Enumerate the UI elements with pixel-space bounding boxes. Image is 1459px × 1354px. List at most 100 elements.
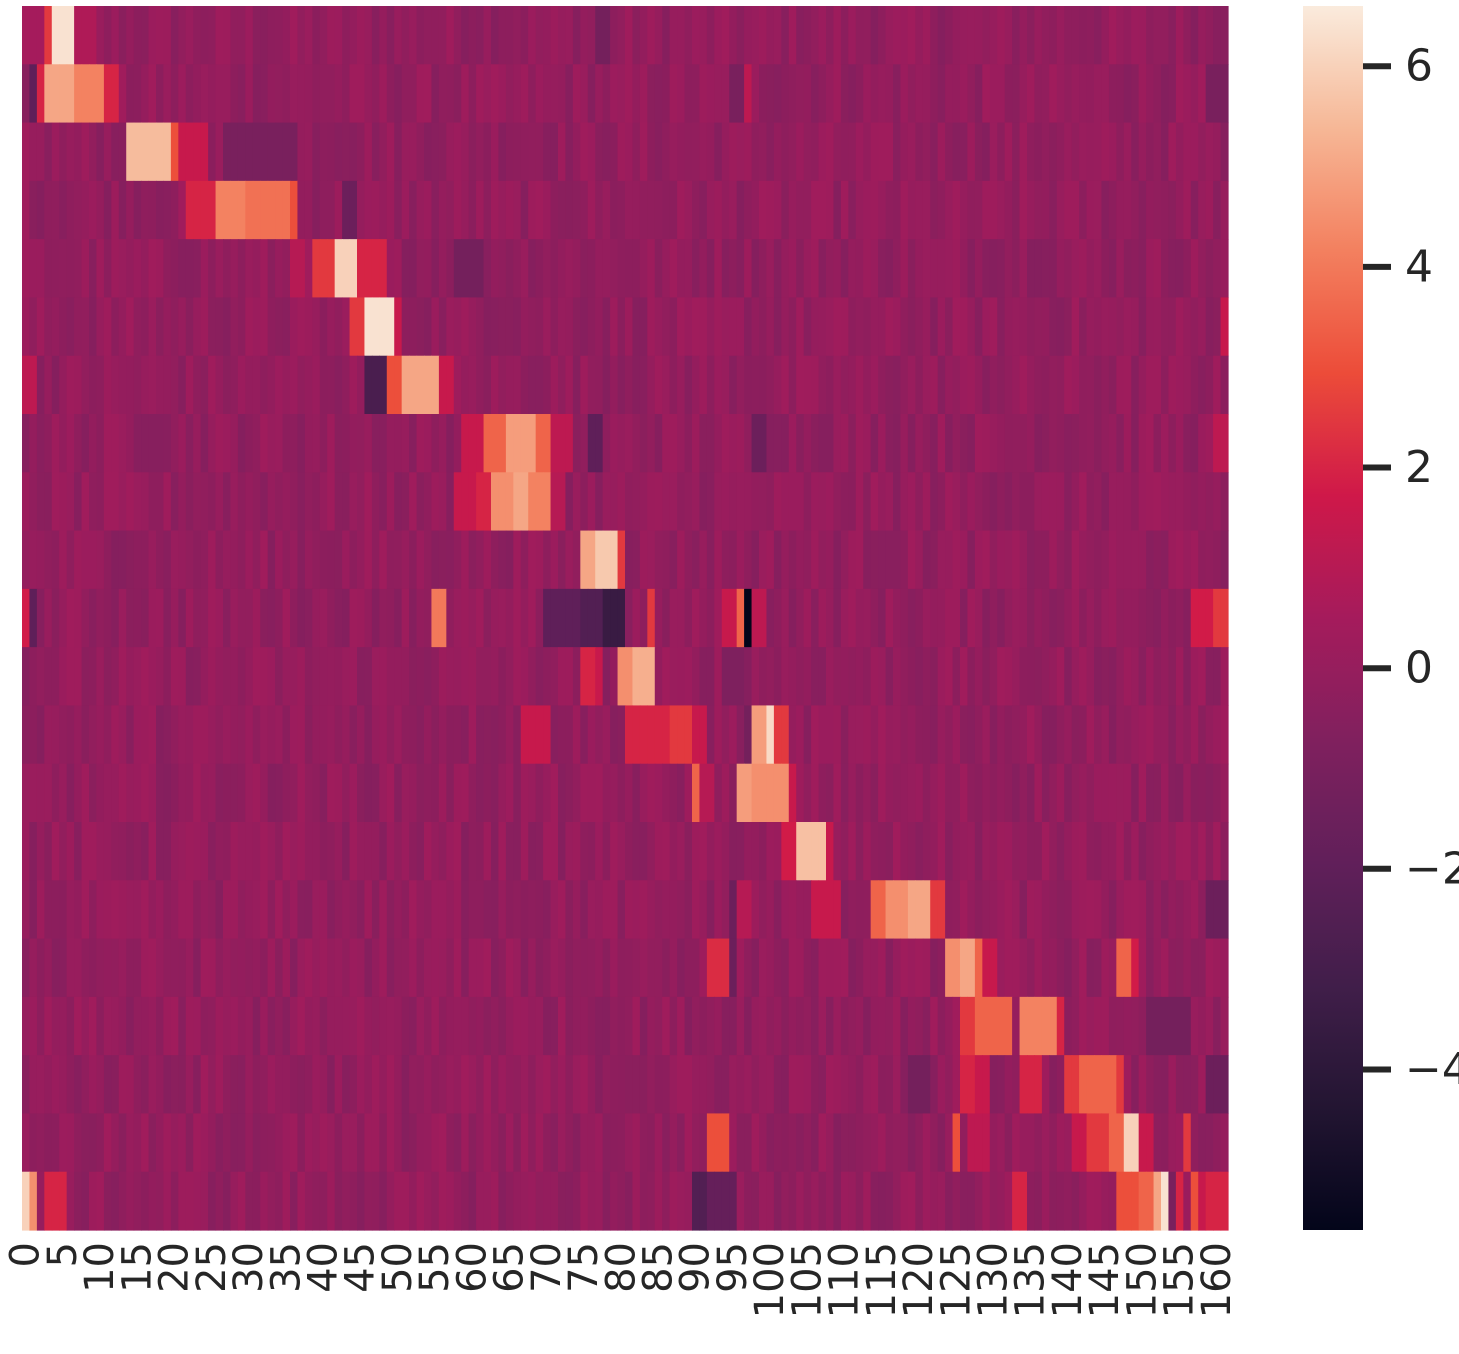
heatmap-cell [1079, 647, 1088, 707]
heatmap-cell [706, 1055, 715, 1115]
heatmap-cell [692, 1171, 701, 1231]
heatmap-cell [446, 122, 455, 182]
heatmap-cell [290, 1113, 299, 1173]
heatmap-cell [178, 239, 187, 299]
heatmap-cell [357, 588, 366, 648]
heatmap-cell [141, 938, 150, 998]
heatmap-cell [223, 705, 232, 765]
heatmap-cell [826, 530, 835, 590]
heatmap-cell [483, 297, 492, 357]
heatmap-cell [922, 355, 931, 415]
heatmap-cell [587, 355, 596, 415]
heatmap-cell [156, 880, 165, 940]
heatmap-cell [416, 472, 425, 532]
heatmap-cell [156, 180, 165, 240]
heatmap-cell [468, 996, 477, 1056]
heatmap-cell [617, 472, 626, 532]
heatmap-cell [424, 647, 433, 707]
heatmap-cell [200, 472, 209, 532]
heatmap-cell [1056, 1055, 1065, 1115]
heatmap-cell [118, 180, 127, 240]
heatmap-cell [89, 355, 98, 415]
heatmap-cell [632, 6, 641, 65]
heatmap-cell [416, 64, 425, 124]
heatmap-cell [1183, 705, 1192, 765]
heatmap-cell [1071, 588, 1080, 648]
heatmap-cell [952, 763, 961, 823]
heatmap-cell [625, 180, 634, 240]
heatmap-cell [997, 414, 1006, 473]
heatmap-cell [438, 1113, 447, 1173]
heatmap-cell [245, 530, 254, 590]
heatmap-cell [252, 64, 261, 124]
heatmap-cell [632, 355, 641, 415]
heatmap-cell [126, 647, 135, 707]
heatmap-cell [952, 822, 961, 881]
heatmap-cell [1131, 472, 1140, 532]
heatmap-cell [371, 64, 380, 124]
heatmap-cell [260, 64, 269, 124]
heatmap-cell [945, 530, 954, 590]
heatmap-cell [342, 1171, 351, 1231]
heatmap-cell [1138, 180, 1147, 240]
heatmap-cell [371, 239, 380, 299]
heatmap-cell [498, 180, 507, 240]
heatmap-cell [148, 530, 157, 590]
heatmap-cell [483, 1055, 492, 1115]
heatmap-cell [625, 1171, 634, 1231]
heatmap-cell [327, 647, 336, 707]
heatmap-cell [1086, 588, 1095, 648]
heatmap-cell [59, 1171, 68, 1231]
heatmap-cell [74, 180, 83, 240]
heatmap-cell [930, 588, 939, 648]
heatmap-cell [773, 822, 782, 881]
heatmap-cell [639, 122, 648, 182]
heatmap-cell [409, 880, 418, 940]
heatmap-cell [1064, 880, 1073, 940]
heatmap-cell [1190, 647, 1199, 707]
heatmap-cell [1116, 1055, 1125, 1115]
heatmap-cell [185, 122, 194, 182]
heatmap-cell [96, 64, 105, 124]
heatmap-cell [684, 1113, 693, 1173]
heatmap-cell [662, 705, 671, 765]
heatmap-cell [625, 996, 634, 1056]
heatmap-cell [692, 822, 701, 881]
heatmap-cell [461, 647, 470, 707]
heatmap-cell [647, 1171, 656, 1231]
heatmap-cell [312, 472, 321, 532]
heatmap-cell [721, 530, 730, 590]
heatmap-cell [840, 822, 849, 881]
heatmap-cell [587, 1113, 596, 1173]
heatmap-cell [170, 355, 179, 415]
heatmap-cell [826, 355, 835, 415]
heatmap-cell [245, 6, 254, 65]
heatmap-cell [446, 938, 455, 998]
heatmap-cell [796, 297, 805, 357]
heatmap-cell [1094, 822, 1103, 881]
heatmap-cell [945, 705, 954, 765]
heatmap-cell [930, 122, 939, 182]
heatmap-cell [848, 1055, 857, 1115]
heatmap-cell [803, 705, 812, 765]
heatmap-cell [930, 64, 939, 124]
heatmap-cell [304, 1171, 313, 1231]
heatmap-cell [647, 239, 656, 299]
heatmap-cell [654, 6, 663, 65]
heatmap-cell [36, 1171, 45, 1231]
heatmap-cell [915, 122, 924, 182]
heatmap-cell [818, 705, 827, 765]
heatmap-cell [133, 180, 142, 240]
heatmap-cell [1041, 938, 1050, 998]
heatmap-cell [721, 239, 730, 299]
heatmap-cell [565, 996, 574, 1056]
heatmap-cell [1056, 647, 1065, 707]
heatmap-cell [431, 180, 440, 240]
heatmap-cell [1064, 239, 1073, 299]
heatmap-cell [468, 588, 477, 648]
heatmap-cell [706, 1113, 715, 1173]
heatmap-cell [416, 239, 425, 299]
heatmap-cell [721, 938, 730, 998]
heatmap-cell [945, 822, 954, 881]
heatmap-cell [781, 1113, 790, 1173]
